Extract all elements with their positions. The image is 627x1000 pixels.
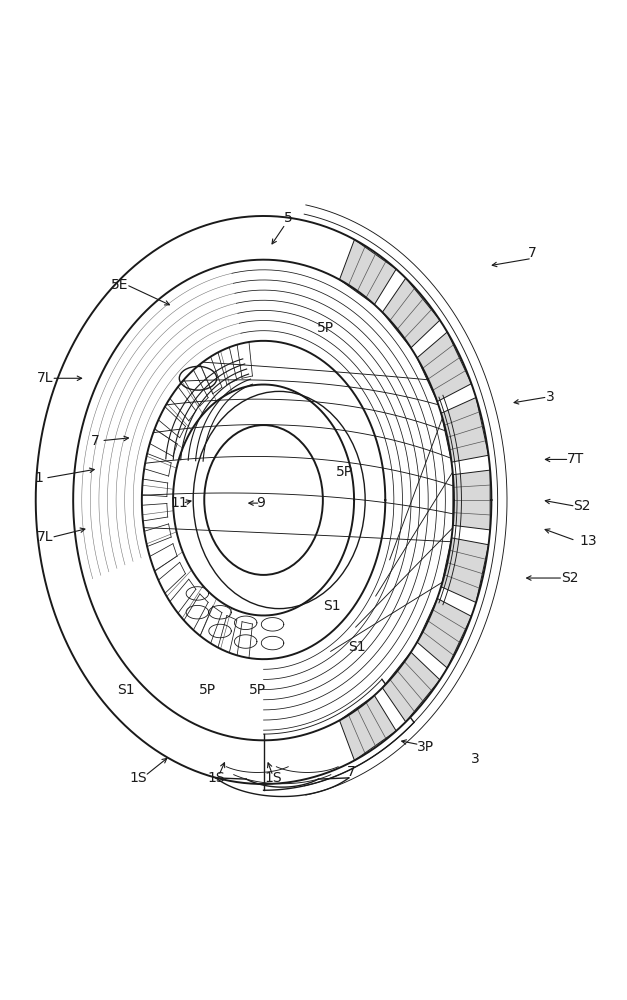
Text: 7T: 7T bbox=[567, 452, 584, 466]
Text: S2: S2 bbox=[561, 571, 578, 585]
Text: 1: 1 bbox=[34, 471, 43, 485]
Text: 7L: 7L bbox=[37, 371, 53, 385]
Text: 1S: 1S bbox=[208, 771, 226, 785]
Text: 7: 7 bbox=[347, 765, 356, 779]
Text: S1: S1 bbox=[324, 599, 341, 613]
Text: 7: 7 bbox=[91, 434, 100, 448]
Text: 3: 3 bbox=[546, 390, 555, 404]
Text: 5P: 5P bbox=[249, 683, 266, 697]
Polygon shape bbox=[417, 598, 472, 668]
Text: 5: 5 bbox=[284, 211, 293, 225]
Polygon shape bbox=[339, 695, 396, 760]
Polygon shape bbox=[417, 332, 472, 402]
Text: 11: 11 bbox=[171, 496, 188, 510]
Polygon shape bbox=[441, 397, 488, 462]
Polygon shape bbox=[382, 652, 440, 722]
Text: 3P: 3P bbox=[418, 740, 435, 754]
Text: 1S: 1S bbox=[130, 771, 147, 785]
Text: 9: 9 bbox=[256, 496, 265, 510]
Text: S1: S1 bbox=[117, 683, 135, 697]
Polygon shape bbox=[382, 278, 440, 348]
Text: 7: 7 bbox=[527, 246, 536, 260]
Text: 5P: 5P bbox=[317, 321, 335, 335]
Text: 5P: 5P bbox=[336, 465, 353, 479]
Polygon shape bbox=[441, 538, 488, 603]
Polygon shape bbox=[453, 470, 490, 530]
Text: 5E: 5E bbox=[111, 278, 129, 292]
Text: 7L: 7L bbox=[37, 530, 53, 544]
Text: 1S: 1S bbox=[264, 771, 282, 785]
Text: 3: 3 bbox=[472, 752, 480, 766]
Text: S1: S1 bbox=[349, 640, 366, 654]
Text: 5P: 5P bbox=[199, 683, 216, 697]
Text: S2: S2 bbox=[573, 499, 591, 513]
Polygon shape bbox=[339, 240, 396, 305]
Text: 13: 13 bbox=[579, 534, 597, 548]
